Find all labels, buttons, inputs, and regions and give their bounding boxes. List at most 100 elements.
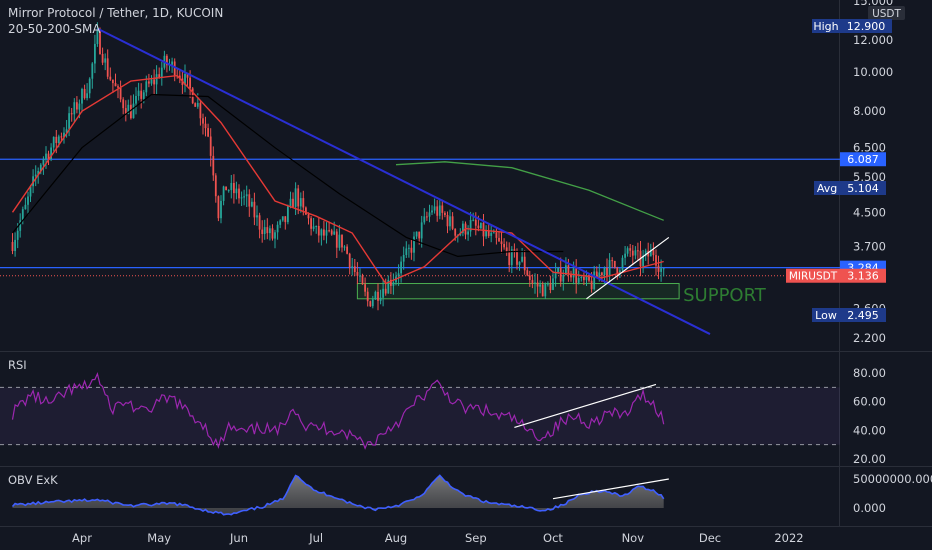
candle-body — [263, 227, 266, 234]
candle-body — [534, 282, 536, 284]
candle-body — [649, 250, 652, 257]
candle-body — [294, 188, 297, 207]
candle-body — [480, 222, 482, 229]
candle-body — [364, 284, 366, 292]
candle-body — [19, 220, 22, 231]
candle-body — [99, 30, 101, 54]
candle-body — [130, 104, 132, 119]
candle-body — [613, 260, 616, 268]
candle-body — [302, 198, 305, 208]
candle-body — [451, 216, 454, 229]
candle-body — [11, 242, 14, 251]
last-price-badge — [840, 268, 886, 283]
candle-body — [233, 183, 235, 194]
indicator-label[interactable]: 20-50-200-SMA — [8, 22, 101, 36]
rsi-divergence-line[interactable] — [514, 383, 657, 429]
candle-body — [487, 230, 490, 236]
candle-body — [482, 222, 485, 237]
candle-body — [644, 250, 647, 256]
candle-body — [444, 212, 446, 215]
rsi-tick-2: 40.00 — [853, 423, 886, 437]
candle-body — [214, 175, 217, 197]
candle-body — [171, 61, 173, 65]
candle-body — [518, 261, 521, 265]
candle-body — [297, 188, 300, 207]
symbol-title[interactable]: Mirror Protocol / Tether, 1D, KUCOIN — [8, 6, 223, 20]
candle-body — [274, 232, 276, 239]
candle-body — [279, 220, 282, 225]
candle-body — [238, 188, 240, 199]
candle-body — [606, 267, 608, 276]
avg-value: 5.104 — [847, 182, 879, 195]
candle-body — [55, 136, 58, 143]
candle-body — [652, 250, 655, 256]
candle-body — [343, 246, 346, 248]
candle-body — [619, 270, 621, 275]
candle-body — [328, 230, 330, 232]
candle-body — [446, 215, 449, 227]
candle-body — [505, 247, 508, 252]
rising-trendline[interactable] — [586, 236, 670, 300]
candle-body — [601, 272, 603, 276]
candle-body — [361, 275, 364, 285]
candle-body — [662, 268, 665, 270]
high-value: 12.900 — [847, 20, 886, 33]
candle-body — [45, 153, 47, 160]
candle-body — [225, 186, 227, 191]
candle-body — [338, 234, 341, 248]
price-tick-1: 10.000 — [853, 65, 893, 79]
candle-body — [472, 219, 475, 221]
candle-body — [258, 215, 261, 230]
candle-body — [423, 216, 426, 223]
candle-body — [330, 230, 333, 235]
candle-body — [204, 123, 207, 129]
candle-body — [575, 268, 578, 283]
candle-body — [230, 183, 233, 191]
obv-area — [12, 475, 664, 515]
candle-body — [222, 186, 225, 201]
symbol-badge — [786, 268, 840, 283]
candle-body — [577, 278, 580, 283]
time-tick-6: Oct — [543, 531, 563, 545]
price-tick-2: 8.000 — [853, 104, 886, 118]
low-value: 2.495 — [847, 309, 879, 322]
candle-body — [114, 83, 117, 87]
candle-body — [160, 67, 163, 78]
candle-body — [351, 266, 354, 268]
candle-body — [50, 147, 52, 159]
candle-body — [585, 275, 588, 281]
candle-body — [88, 78, 91, 94]
candlestick-series — [11, 22, 665, 311]
support-zone[interactable] — [356, 283, 680, 300]
candle-body — [21, 209, 24, 221]
candle-body — [68, 113, 70, 130]
obv-divergence-line[interactable] — [552, 478, 669, 500]
candle-body — [485, 230, 487, 237]
currency-badge[interactable] — [868, 6, 905, 20]
candle-body — [346, 246, 348, 254]
obv-title[interactable]: OBV ExK — [8, 473, 58, 487]
candle-body — [382, 288, 384, 298]
candle-body — [356, 272, 359, 276]
candle-body — [544, 283, 547, 297]
candle-body — [495, 232, 498, 238]
candle-body — [109, 76, 112, 80]
rsi-title[interactable]: RSI — [8, 358, 27, 372]
candle-body — [292, 198, 294, 207]
candle-body — [189, 77, 191, 89]
candle-body — [235, 188, 238, 194]
candle-body — [269, 228, 271, 234]
candle-body — [70, 113, 73, 115]
candle-body — [251, 201, 253, 207]
candle-body — [608, 260, 611, 276]
candle-body — [590, 280, 593, 290]
candle-body — [145, 81, 148, 93]
candle-body — [91, 63, 94, 79]
candle-body — [552, 278, 554, 290]
candle-body — [526, 270, 529, 276]
candle-body — [536, 282, 539, 287]
candle-body — [413, 236, 415, 253]
candle-body — [402, 255, 405, 262]
candle-body — [374, 291, 377, 300]
